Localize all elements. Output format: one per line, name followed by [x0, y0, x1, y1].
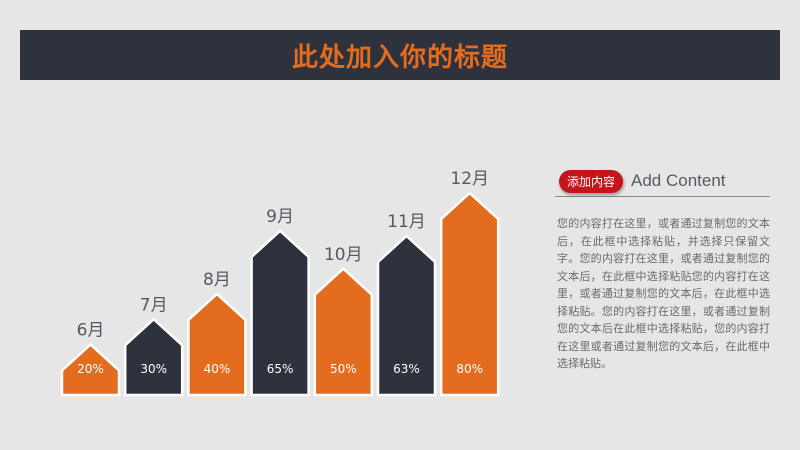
bar-5 [313, 267, 374, 397]
page-title: 此处加入你的标题 [291, 42, 508, 73]
value-label: 30% [140, 362, 167, 376]
bar-1 [60, 343, 121, 397]
panel-header: 添加内容 Add Content [555, 168, 770, 197]
category-label: 10月 [324, 245, 363, 265]
category-label: 8月 [203, 270, 231, 290]
bar-6 [376, 234, 437, 397]
category-label: 12月 [450, 169, 489, 189]
value-label: 65% [267, 362, 294, 376]
content-panel: 添加内容 Add Content 您的内容打在这里，或者通过复制您的文本后，在此… [555, 168, 770, 373]
bar-7 [439, 191, 500, 397]
bar-chart: 6月 20% 7月 30% 8月 40% 9月 65% 10月 50% 11月 63% 12月 80% [60, 169, 500, 397]
category-label: 9月 [266, 207, 294, 227]
value-label: 20% [77, 362, 104, 376]
value-label: 80% [456, 362, 483, 376]
add-content-subtitle: Add Content [631, 171, 726, 190]
bar-4 [250, 229, 310, 397]
bar-3 [187, 292, 247, 397]
add-content-tag[interactable]: 添加内容 [559, 169, 624, 193]
value-label: 50% [330, 362, 357, 376]
panel-body-text: 您的内容打在这里，或者通过复制您的文本后，在此框中选择粘贴，并选择只保留文字。您… [557, 217, 770, 370]
value-label: 63% [393, 362, 420, 376]
category-label: 7月 [140, 295, 168, 315]
category-label: 11月 [387, 212, 426, 232]
value-label: 40% [204, 362, 231, 376]
title-bar: 此处加入你的标题 [20, 30, 780, 80]
bar-2 [123, 318, 184, 397]
category-label: 6月 [77, 321, 105, 341]
